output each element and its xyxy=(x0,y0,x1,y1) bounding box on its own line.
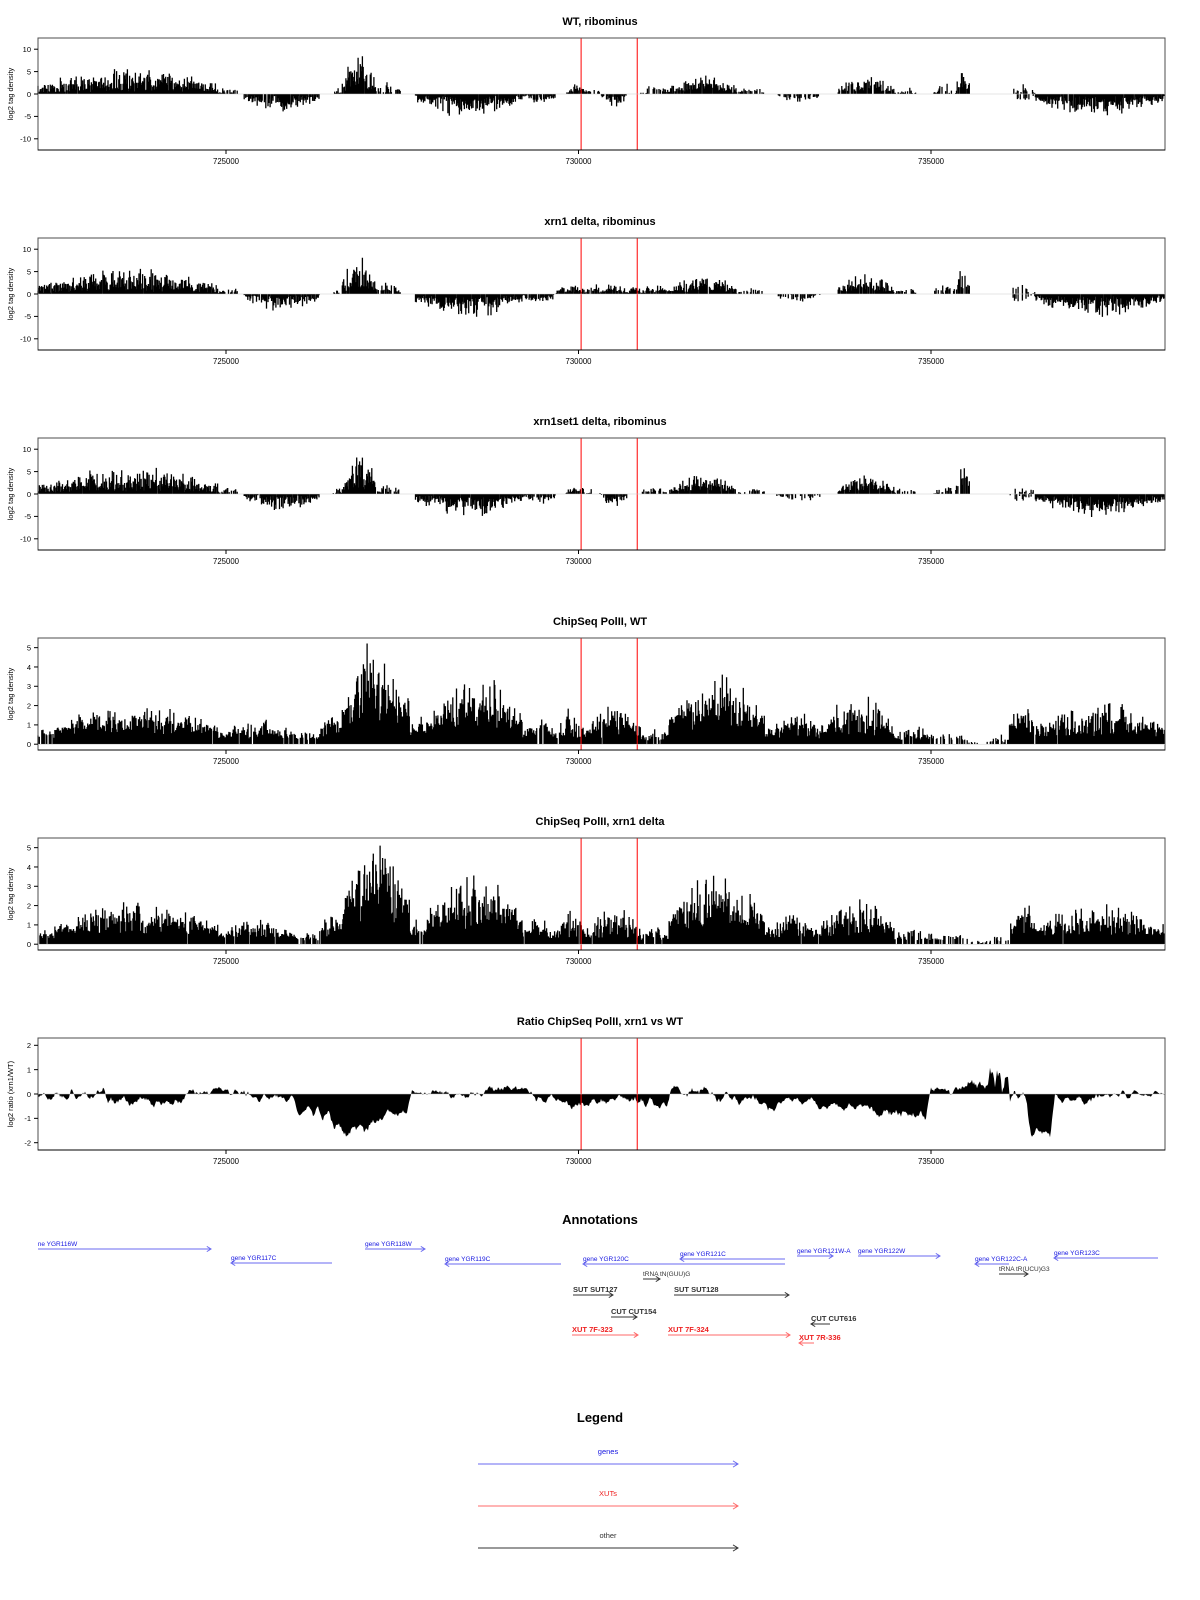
svg-text:gene YGR118W: gene YGR118W xyxy=(365,1241,413,1248)
svg-text:other: other xyxy=(599,1531,617,1540)
svg-text:10: 10 xyxy=(23,245,31,254)
svg-text:730000: 730000 xyxy=(565,157,592,166)
svg-text:-5: -5 xyxy=(24,512,31,521)
svg-text:gene YGR121W-A: gene YGR121W-A xyxy=(797,1248,851,1255)
svg-text:730000: 730000 xyxy=(565,357,592,366)
svg-text:gene YGR119C: gene YGR119C xyxy=(445,1256,491,1263)
svg-text:1: 1 xyxy=(27,921,31,930)
svg-text:0: 0 xyxy=(27,740,31,749)
svg-text:-5: -5 xyxy=(24,112,31,121)
svg-text:4: 4 xyxy=(27,663,31,672)
svg-text:XUT 7F-324: XUT 7F-324 xyxy=(668,1325,710,1334)
svg-text:735000: 735000 xyxy=(918,757,945,766)
svg-text:0: 0 xyxy=(27,940,31,949)
svg-text:735000: 735000 xyxy=(918,557,945,566)
svg-text:tRNA tR(UCU)G3: tRNA tR(UCU)G3 xyxy=(999,1266,1050,1273)
svg-text:1: 1 xyxy=(27,721,31,730)
svg-text:gene YGR123C: gene YGR123C xyxy=(1054,1250,1100,1257)
svg-text:4: 4 xyxy=(27,863,31,872)
svg-text:-10: -10 xyxy=(20,335,31,344)
svg-text:735000: 735000 xyxy=(918,157,945,166)
svg-text:gene YGR116W: gene YGR116W xyxy=(31,1241,79,1248)
svg-text:10: 10 xyxy=(23,445,31,454)
svg-text:0: 0 xyxy=(27,90,31,99)
svg-text:5: 5 xyxy=(27,267,31,276)
svg-text:2: 2 xyxy=(27,1041,31,1050)
svg-text:735000: 735000 xyxy=(918,1157,945,1166)
svg-text:735000: 735000 xyxy=(918,957,945,966)
svg-text:XUTs: XUTs xyxy=(599,1489,617,1498)
svg-text:730000: 730000 xyxy=(565,957,592,966)
svg-text:-10: -10 xyxy=(20,535,31,544)
svg-text:log2 tag density: log2 tag density xyxy=(6,867,15,920)
svg-text:CUT CUT154: CUT CUT154 xyxy=(611,1307,657,1316)
svg-text:tRNA tN(GUU)G: tRNA tN(GUU)G xyxy=(643,1271,690,1278)
svg-text:725000: 725000 xyxy=(213,157,240,166)
svg-text:gene YGR121C: gene YGR121C xyxy=(680,1251,726,1258)
svg-text:gene YGR122C-A: gene YGR122C-A xyxy=(975,1256,1028,1263)
svg-text:735000: 735000 xyxy=(918,357,945,366)
svg-text:-10: -10 xyxy=(20,135,31,144)
svg-text:SUT SUT128: SUT SUT128 xyxy=(674,1285,719,1294)
svg-text:-5: -5 xyxy=(24,312,31,321)
svg-text:-1: -1 xyxy=(24,1114,31,1123)
svg-text:5: 5 xyxy=(27,643,31,652)
svg-text:-2: -2 xyxy=(24,1138,31,1147)
svg-text:730000: 730000 xyxy=(565,757,592,766)
svg-text:log2 tag density: log2 tag density xyxy=(6,267,15,320)
svg-text:gene YGR122W: gene YGR122W xyxy=(858,1248,906,1255)
svg-text:log2 ratio (xrn1/WT): log2 ratio (xrn1/WT) xyxy=(6,1060,15,1127)
svg-text:725000: 725000 xyxy=(213,557,240,566)
svg-text:XUT 7R-336: XUT 7R-336 xyxy=(799,1333,841,1342)
svg-text:genes: genes xyxy=(598,1447,619,1456)
svg-text:log2 tag density: log2 tag density xyxy=(6,67,15,120)
svg-text:725000: 725000 xyxy=(213,357,240,366)
svg-text:0: 0 xyxy=(27,1090,31,1099)
svg-text:730000: 730000 xyxy=(565,557,592,566)
svg-text:gene YGR117C: gene YGR117C xyxy=(231,1255,277,1262)
svg-text:10: 10 xyxy=(23,45,31,54)
svg-text:725000: 725000 xyxy=(213,1157,240,1166)
svg-text:730000: 730000 xyxy=(565,1157,592,1166)
svg-text:log2 tag density: log2 tag density xyxy=(6,667,15,720)
svg-text:3: 3 xyxy=(27,882,31,891)
svg-text:0: 0 xyxy=(27,490,31,499)
svg-text:725000: 725000 xyxy=(213,757,240,766)
svg-text:5: 5 xyxy=(27,843,31,852)
svg-text:3: 3 xyxy=(27,682,31,691)
svg-text:2: 2 xyxy=(27,701,31,710)
svg-text:725000: 725000 xyxy=(213,957,240,966)
svg-text:SUT SUT127: SUT SUT127 xyxy=(573,1285,618,1294)
svg-text:log2 tag density: log2 tag density xyxy=(6,467,15,520)
svg-text:XUT 7F-323: XUT 7F-323 xyxy=(572,1325,613,1334)
svg-text:5: 5 xyxy=(27,467,31,476)
svg-text:1: 1 xyxy=(27,1065,31,1074)
svg-text:CUT CUT616: CUT CUT616 xyxy=(811,1314,856,1323)
svg-text:gene YGR120C: gene YGR120C xyxy=(583,1256,629,1263)
svg-text:5: 5 xyxy=(27,67,31,76)
svg-text:2: 2 xyxy=(27,901,31,910)
svg-text:0: 0 xyxy=(27,290,31,299)
